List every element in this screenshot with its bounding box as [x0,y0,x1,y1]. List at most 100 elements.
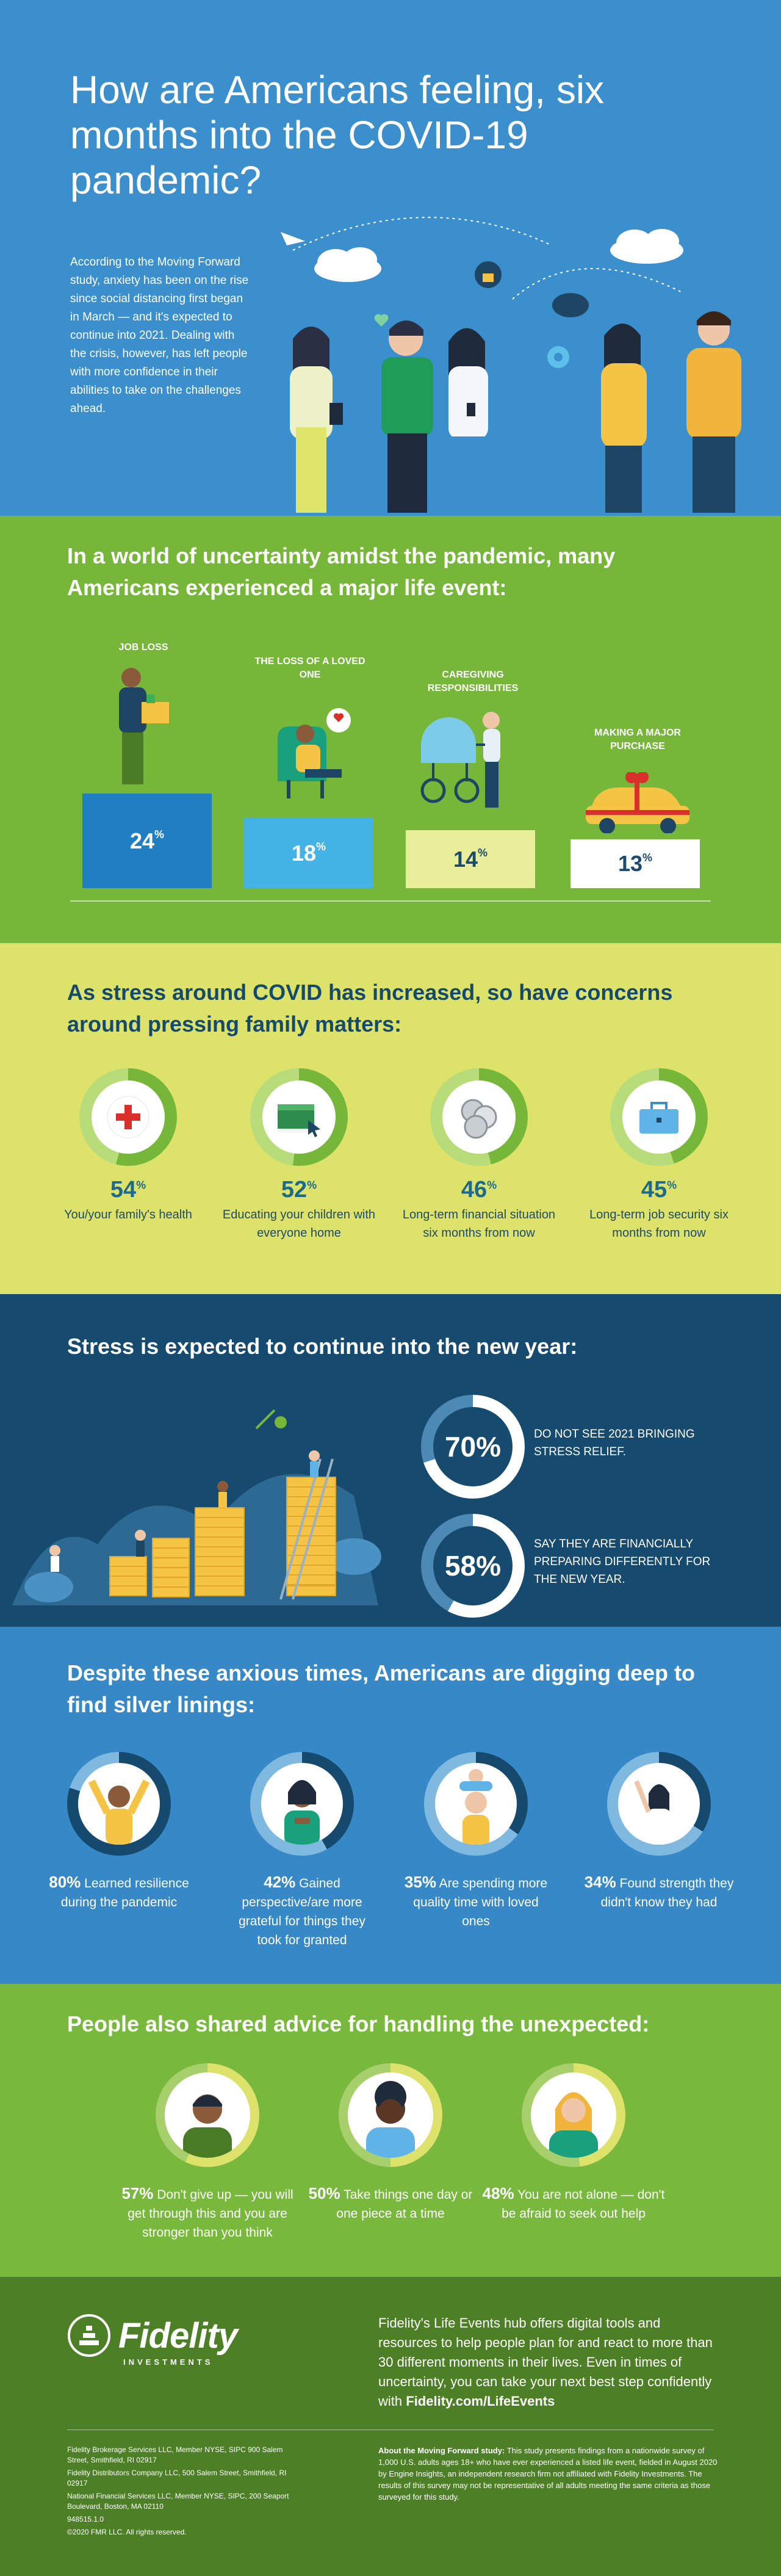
stat-ring: 58% [421,1514,525,1618]
life-events-title: In a world of uncertainty amidst the pan… [67,540,720,604]
silver-linings-title: Despite these anxious times, Americans a… [67,1657,720,1721]
percent-ring [250,1752,354,1856]
silver-lining-item: 35% Are spending more quality time with … [400,1752,552,1931]
coin-stacks-illustration [12,1409,381,1605]
life-events-title-plain: In a world of uncertainty amidst the pan… [67,543,558,568]
percent-ring [67,1752,171,1856]
silver-lining-value: 35% [404,1873,436,1891]
silver-lining-desc: Learned resilience during the pandemic [60,1876,189,1909]
bar-value: 18 [291,840,317,866]
advice-value: 57% [121,2184,154,2202]
silver-linings-title-bold: Americans are digging deep to find silve… [67,1660,695,1717]
percent-ring [424,1752,528,1856]
concern-unit: % [667,1179,677,1192]
person-figure [459,1769,492,1845]
concern-value: 54 [110,1177,137,1203]
silver-lining-item: 42% Gained perspective/are more grateful… [226,1752,378,1950]
advice-title-plain: People also shared [67,2011,274,2036]
silver-lining-text: 34% Found strength they didn't know they… [583,1873,735,1912]
concern-value: 46 [461,1177,488,1203]
concern-unit: % [307,1179,317,1192]
bar-unit: % [478,847,488,859]
loss-of-loved-one-illustration [278,708,351,798]
advice-section: People also shared advice for handling t… [0,1984,781,2277]
advice-item: 57% Don't give up — you will get through… [116,2063,299,2242]
silver-lining-desc: Found strength they didn't know they had [600,1876,734,1909]
advice-text: 48% You are not alone — don't be afraid … [482,2184,665,2223]
concern-desc: Long-term job security six months from n… [589,1208,729,1240]
fidelity-logo[interactable]: Fidelity INVESTMENTS [67,2314,238,2367]
person-figure [284,1780,320,1845]
advice-value: 50% [308,2184,340,2202]
person-figure [448,328,488,513]
ring-center [261,1763,343,1845]
concern-item: 45% Long-term job security six months fr… [577,1068,741,1242]
hero-intro: According to the Moving Forward study, a… [70,256,249,415]
stat-value: 70% [433,1407,513,1486]
footer-divider [67,2429,714,2430]
stat-ring: 70% [421,1395,525,1499]
logo-wordmark: Fidelity [118,2315,238,2356]
silver-linings-section: Despite these anxious times, Americans a… [0,1627,781,1984]
bar-value: 14 [453,846,478,872]
legal-disclosures: Fidelity Brokerage Services LLC, Member … [67,2445,299,2540]
footer-section: Fidelity INVESTMENTS Fidelity's Life Eve… [0,2277,781,2576]
person-figure [366,2081,415,2158]
about-study-title: About the Moving Forward study: [378,2446,505,2455]
fidelity-pyramid-icon [68,2314,110,2357]
person-figure [183,2094,232,2158]
percent-ring [522,2063,625,2167]
ring-center [348,2072,433,2158]
cloud-icon [314,229,683,282]
job-loss-illustration [119,668,169,784]
new-year-title: Stress is expected to continue into the … [67,1331,720,1362]
concern-value: 45 [641,1177,668,1203]
concern-item: 52% Educating your children with everyon… [217,1068,381,1242]
advice-desc: You are not alone — don't be afraid to s… [502,2188,665,2221]
hero-section: How are Americans feeling, six months in… [0,0,781,516]
silver-lining-value: 80% [49,1873,81,1891]
briefcase-icon [639,1102,678,1134]
stat-text: DO NOT SEE 2021 BRINGING STRESS RELIEF. [534,1428,695,1458]
advice-item: 50% Take things one day or one piece at … [299,2063,482,2223]
advice-title-bold: advice for handling the unexpected: [273,2011,650,2036]
ring-center [92,1080,165,1154]
logo-subtitle: INVESTMENTS [123,2357,214,2367]
new-year-title-bold: into the new year: [390,1334,578,1359]
concern-percent: 54% [46,1177,211,1203]
ring-center [165,2072,250,2158]
page-title: How are Americans feeling, six months in… [70,68,605,202]
concern-value: 52 [281,1177,308,1203]
person-figure [88,1779,150,1845]
footer-blurb-text: Fidelity's Life Events hub offers digita… [378,2315,713,2409]
health-cross-icon [107,1096,149,1138]
person-figure [686,311,741,513]
person-figure [49,1450,320,1572]
advice-text: 57% Don't give up — you will get through… [116,2184,299,2242]
baseline-divider [70,900,711,902]
ring-center [262,1080,336,1154]
concern-unit: % [487,1179,497,1192]
percent-ring [607,1752,711,1856]
person-figure [381,320,433,513]
concern-desc: Long-term financial situation six months… [402,1208,556,1240]
advice-value: 48% [482,2184,514,2202]
heart-icon [374,314,389,327]
caregiving-illustration [420,712,500,808]
book-icon [278,1104,320,1137]
silver-lining-value: 34% [584,1873,616,1891]
advice-title: People also shared advice for handling t… [67,2008,720,2040]
ring-center [531,2072,616,2158]
concern-unit: % [136,1179,146,1192]
advice-desc: Take things one day or one piece at a ti… [336,2188,473,2221]
life-events-section: In a world of uncertainty amidst the pan… [0,516,781,943]
silver-lining-text: 42% Gained perspective/are more grateful… [226,1873,378,1950]
bar-unit: % [316,841,326,853]
event-label-loss-of-loved-one: THE LOSS OF A LOVED ONE [254,656,365,680]
percent-ring [430,1068,528,1166]
about-study-text: This study presents findings from a nati… [378,2446,718,2502]
about-study: About the Moving Forward study: This stu… [378,2445,720,2503]
percent-ring [610,1068,708,1166]
life-events-link[interactable]: Fidelity.com/LifeEvents [406,2393,555,2409]
event-label-job-loss: JOB LOSS [118,642,168,653]
